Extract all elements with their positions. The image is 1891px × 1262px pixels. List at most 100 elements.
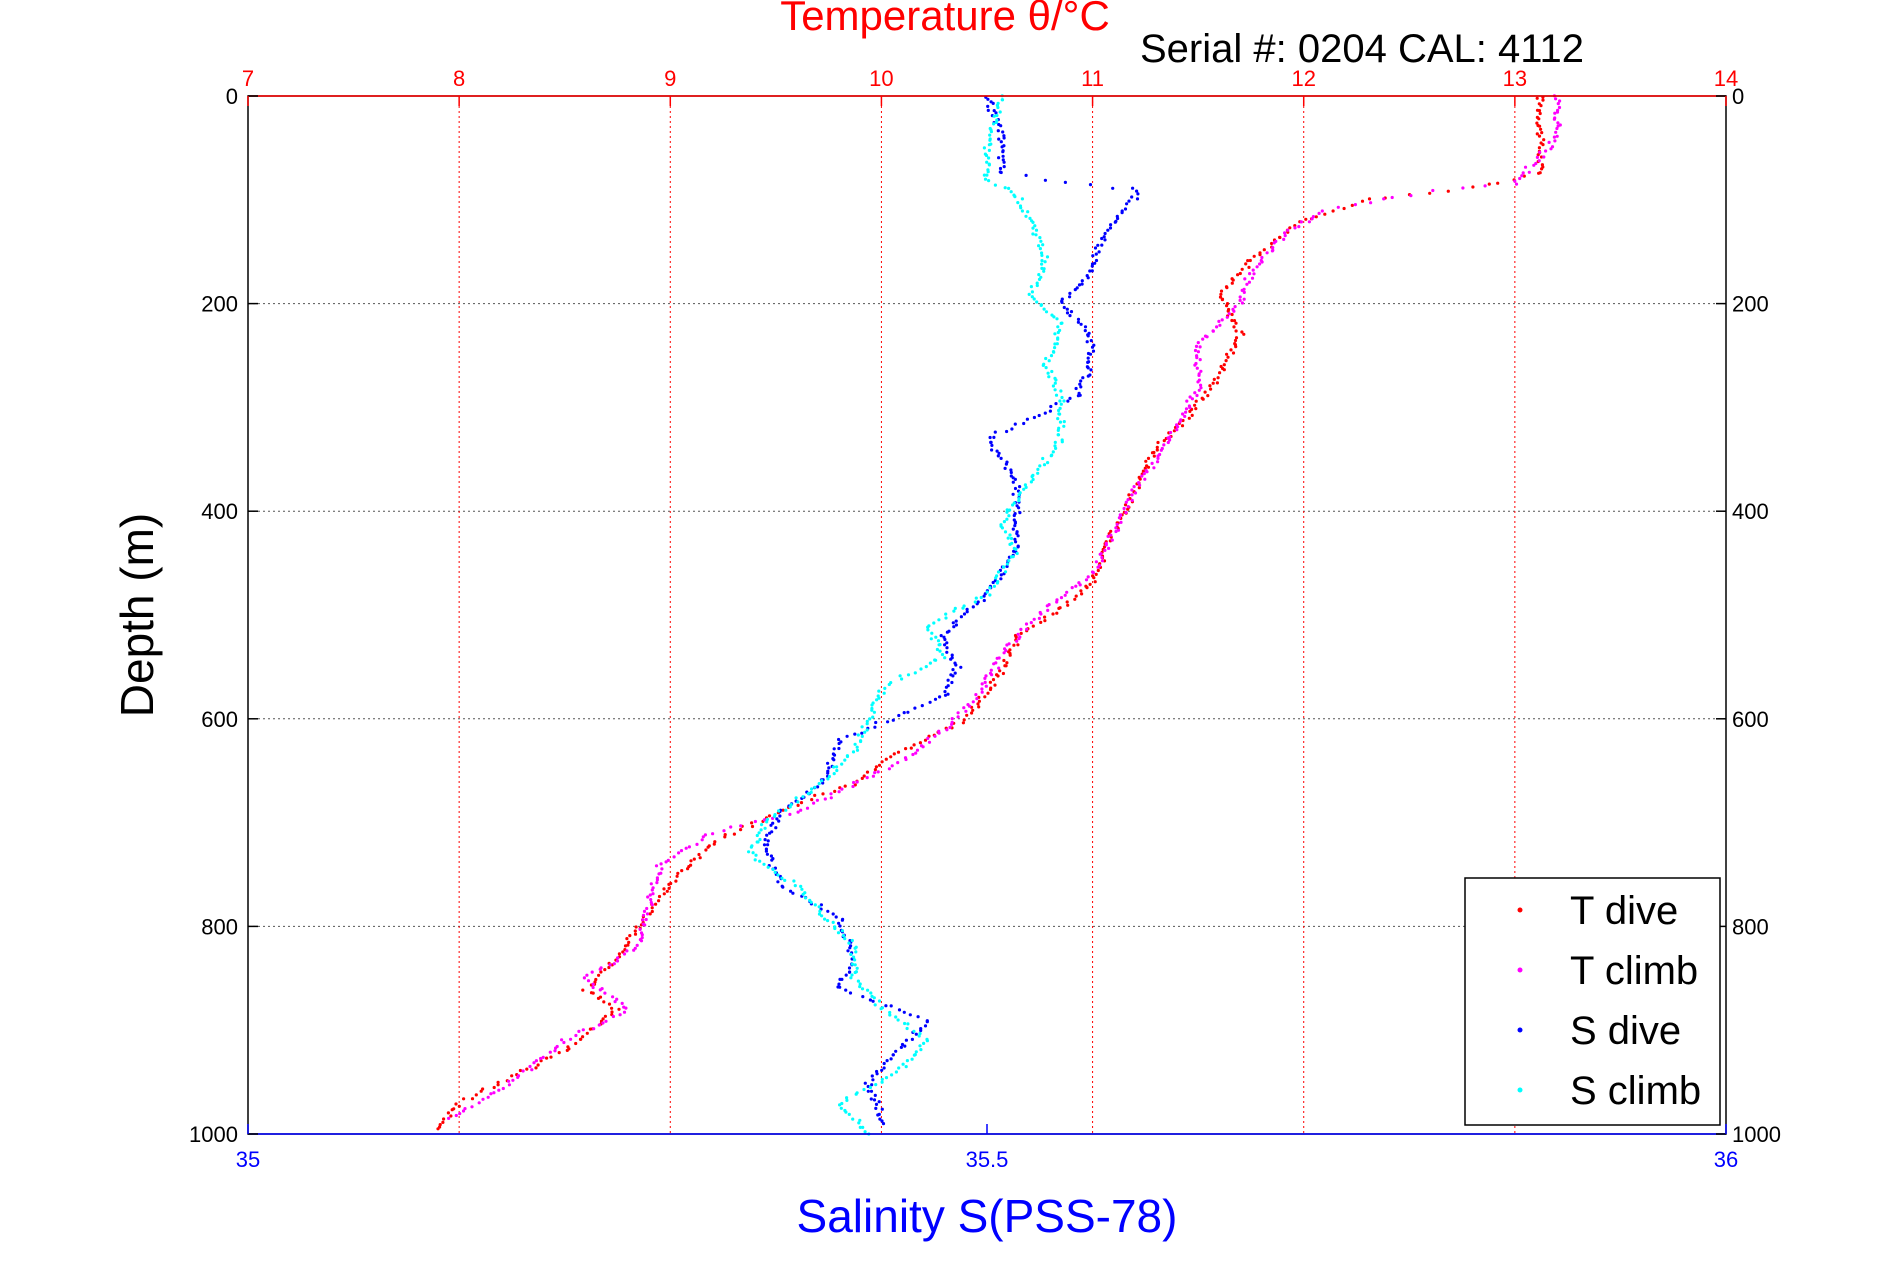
data-point: [1039, 303, 1043, 307]
data-point: [1068, 295, 1072, 299]
data-point: [1053, 388, 1057, 392]
data-point: [664, 860, 668, 864]
data-point: [984, 674, 988, 678]
data-point: [762, 818, 767, 822]
data-point: [1194, 407, 1198, 411]
data-point: [1554, 130, 1558, 134]
data-point: [1431, 188, 1435, 193]
y-tick-label: 200: [201, 292, 238, 317]
data-point: [996, 570, 1001, 574]
data-point: [1065, 600, 1069, 604]
data-point: [549, 1055, 553, 1059]
data-point: [1168, 438, 1172, 442]
data-point: [758, 859, 762, 863]
data-point: [914, 751, 918, 755]
data-point: [1201, 337, 1205, 341]
data-point: [1156, 460, 1160, 464]
data-point: [1039, 239, 1043, 243]
data-point: [1307, 220, 1311, 224]
data-point: [783, 878, 787, 883]
data-point: [1224, 359, 1228, 363]
data-point: [1004, 462, 1009, 466]
data-point: [860, 731, 864, 735]
data-point: [753, 819, 758, 824]
data-point: [1043, 178, 1047, 182]
data-point: [1369, 201, 1373, 205]
data-point: [657, 899, 661, 903]
data-point: [926, 736, 930, 741]
data-point: [692, 857, 696, 861]
data-point: [1103, 548, 1107, 553]
data-point: [1119, 520, 1123, 525]
data-point: [597, 1023, 601, 1027]
data-point: [1314, 215, 1318, 219]
data-point: [980, 687, 984, 691]
data-point: [1093, 580, 1097, 584]
data-point: [796, 803, 800, 808]
data-point: [516, 1075, 520, 1079]
data-point: [1283, 231, 1287, 235]
data-point: [1539, 127, 1543, 131]
data-point: [1194, 344, 1199, 348]
data-point: [1131, 186, 1135, 190]
data-point: [908, 1013, 912, 1017]
data-point: [1046, 371, 1050, 375]
data-point: [1094, 572, 1098, 577]
data-point: [1001, 150, 1005, 154]
data-point: [869, 1089, 874, 1093]
data-point: [992, 122, 996, 126]
data-point: [771, 867, 775, 872]
data-point: [1243, 277, 1247, 281]
data-point: [974, 693, 978, 697]
data-point: [987, 148, 992, 152]
data-point: [633, 929, 637, 933]
data-point: [838, 985, 842, 989]
data-point: [883, 686, 887, 691]
data-point: [1304, 217, 1308, 221]
data-point: [925, 1039, 930, 1043]
data-point: [994, 120, 998, 124]
data-point: [1255, 265, 1259, 269]
data-point: [1055, 600, 1059, 604]
data-point: [1054, 402, 1058, 406]
data-point: [1297, 225, 1301, 229]
data-point: [849, 952, 853, 957]
data-point: [943, 643, 947, 647]
data-point: [933, 697, 938, 701]
data-point: [993, 430, 997, 434]
data-point: [1544, 149, 1548, 153]
data-point: [775, 817, 779, 821]
data-point: [1140, 474, 1144, 478]
data-point: [918, 1044, 922, 1048]
data-point: [834, 915, 838, 919]
data-point: [856, 979, 861, 983]
data-point: [1016, 643, 1020, 647]
data-point: [1222, 363, 1226, 367]
data-point: [1260, 260, 1264, 264]
data-point: [458, 1112, 462, 1116]
data-point: [1053, 440, 1057, 444]
data-point: [640, 933, 644, 937]
data-point: [722, 829, 726, 833]
data-point: [992, 114, 996, 118]
data-point: [868, 998, 873, 1002]
data-point: [1016, 201, 1020, 205]
data-point: [1041, 243, 1045, 247]
data-point: [853, 946, 857, 950]
data-point: [938, 649, 942, 653]
y-tick-label: 0: [226, 84, 238, 109]
data-point: [1059, 596, 1064, 600]
data-point: [987, 179, 991, 183]
data-point: [1196, 350, 1200, 354]
data-point: [876, 1113, 880, 1117]
data-point: [1212, 377, 1216, 381]
data-point: [1059, 321, 1063, 325]
data-point: [975, 697, 979, 701]
data-point: [799, 808, 803, 812]
data-point: [877, 696, 881, 700]
data-point: [996, 105, 1000, 110]
data-point: [886, 720, 890, 724]
data-point: [1130, 498, 1134, 502]
series-s-dive: [762, 95, 1140, 1126]
